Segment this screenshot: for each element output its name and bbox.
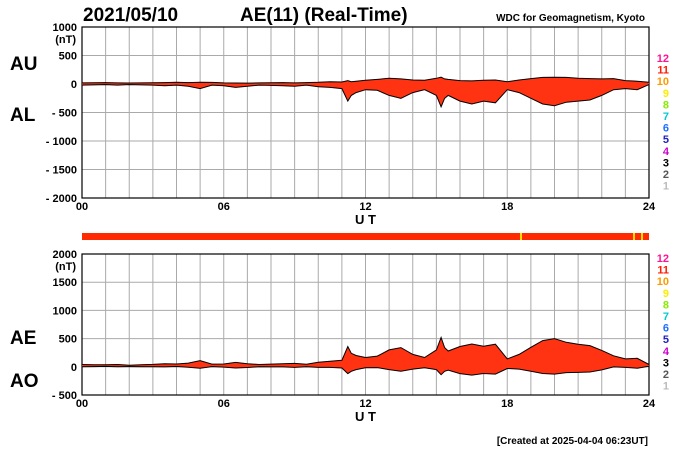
created-timestamp: [Created at 2025-04-04 06:23UT] — [497, 436, 648, 447]
side-label-al: AL — [10, 105, 36, 126]
x-tick-label: 06 — [218, 201, 230, 213]
series-line-ao — [81, 365, 650, 376]
legend-entry: 4 — [663, 146, 670, 158]
x-tick-label: 18 — [501, 398, 513, 410]
x-tick-label: 24 — [643, 201, 656, 213]
date-title: 2021/05/10 — [83, 5, 178, 26]
y-tick-label: - 2000 — [46, 193, 77, 205]
legend-entry: 11 — [657, 265, 669, 277]
y-tick-label: - 1000 — [46, 136, 77, 148]
y-tick-label: - 500 — [52, 390, 77, 402]
legend-entry: 8 — [663, 299, 669, 311]
y-tick-label: 0 — [71, 79, 77, 91]
chart-title: AE(11) (Real-Time) — [240, 5, 408, 26]
legend-entry: 11 — [657, 65, 669, 77]
y-tick-label: 1000 — [53, 22, 77, 34]
side-label-ao: AO — [10, 371, 39, 392]
x-axis-label: U T — [355, 409, 376, 424]
activity-stripe — [82, 233, 649, 240]
x-tick-label: 12 — [359, 398, 371, 410]
y-tick-label: 2000 — [53, 249, 77, 261]
legend-entry: 6 — [663, 323, 669, 335]
plot-frame — [81, 253, 650, 396]
legend-entry: 2 — [663, 369, 669, 381]
stripe-mark-1 — [520, 233, 522, 240]
legend-entry: 4 — [663, 346, 670, 358]
legend-entry: 1 — [663, 381, 669, 393]
y-tick-label: - 1500 — [46, 165, 77, 177]
x-tick-label: 00 — [76, 201, 88, 213]
legend-entry: 12 — [657, 53, 669, 65]
source-label: WDC for Geomagnetism, Kyoto — [496, 13, 645, 24]
series-line-al — [81, 84, 650, 109]
legend-entry: 5 — [663, 334, 669, 346]
legend-entry: 10 — [657, 276, 669, 288]
legend-entry: 1 — [663, 181, 669, 193]
unit-label: (nT) — [55, 261, 76, 273]
legend-entry: 3 — [663, 357, 669, 369]
y-tick-label: 1500 — [53, 277, 77, 289]
series-line-au — [81, 76, 650, 84]
legend-entry: 7 — [663, 111, 669, 123]
legend-entry: 8 — [663, 99, 669, 111]
side-label-ae: AE — [10, 328, 36, 349]
y-tick-label: 500 — [59, 51, 77, 63]
legend-entry: 5 — [663, 134, 669, 146]
stripe-mark-3 — [641, 233, 643, 240]
au-al-panel: 1000 500 0 - 500 - 1000 - 1500 - 2000 (nT) 00 06 1… — [10, 22, 656, 227]
x-tick-label: 06 — [218, 398, 230, 410]
y-tick-label: 0 — [71, 362, 77, 374]
side-label-au: AU — [10, 54, 37, 75]
x-axis-label: U T — [355, 212, 376, 227]
unit-label: (nT) — [55, 34, 76, 46]
x-tick-label: 00 — [76, 398, 88, 410]
stripe-mark-2 — [633, 233, 635, 240]
y-tick-label: 500 — [59, 334, 77, 346]
legend-entry: 2 — [663, 169, 669, 181]
ae-ao-panel: 2000 1500 1000 500 0 - 500 (nT) 00 06 12 18 24 U T AE… — [10, 249, 656, 424]
x-tick-label: 24 — [643, 398, 656, 410]
x-tick-label: 12 — [359, 201, 371, 213]
legend-entry: 3 — [663, 157, 669, 169]
y-tick-label: 1000 — [53, 305, 77, 317]
legend-entry: 9 — [663, 288, 669, 300]
legend-entry: 10 — [657, 76, 669, 88]
legend-entry: 9 — [663, 88, 669, 100]
series-band — [82, 337, 649, 376]
plot-frame — [81, 26, 650, 199]
legend-entry: 7 — [663, 311, 669, 323]
y-tick-label: - 500 — [52, 108, 77, 120]
series-band — [82, 77, 649, 107]
x-tick-label: 18 — [501, 201, 513, 213]
legend-entry: 12 — [657, 253, 669, 265]
series-line-ae — [81, 336, 650, 366]
legend-entry: 6 — [663, 123, 669, 135]
